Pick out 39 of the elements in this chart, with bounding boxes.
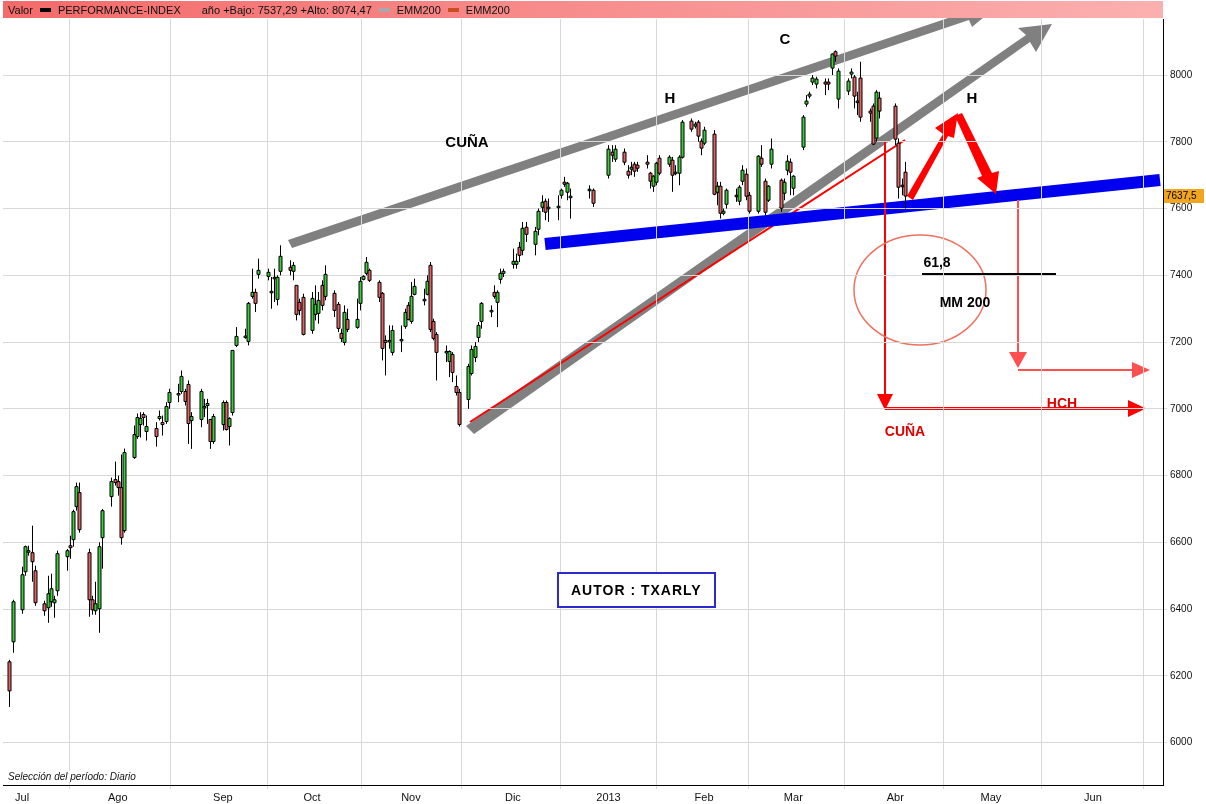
y-tick-label: 7800	[1170, 135, 1193, 147]
x-tick-label: Sep	[213, 790, 233, 803]
x-tick-label: Jun	[1084, 790, 1102, 803]
x-tick-label: Jul	[15, 790, 30, 803]
y-tick-label: 6400	[1170, 602, 1193, 614]
annotation: CUÑA	[445, 132, 489, 150]
y-tick-label: 7400	[1170, 269, 1193, 281]
annotation: H	[966, 88, 978, 106]
y-tick-label: 7000	[1170, 402, 1193, 414]
text: 7637,5	[1166, 189, 1198, 201]
annotation: H	[664, 88, 676, 106]
y-tick-label: 6000	[1170, 736, 1193, 748]
text: PERFORMANCE-INDEX	[57, 3, 181, 16]
annotation: HCH	[1046, 395, 1078, 411]
annotation: Selección del período: Diario	[8, 771, 136, 782]
y-tick-label: 8000	[1170, 68, 1193, 80]
y-tick-label: 6600	[1170, 536, 1193, 548]
annotation: AUTOR : TXARLY	[557, 572, 716, 608]
x-tick-label: Feb	[694, 790, 714, 803]
annotation: MM 200	[939, 294, 991, 310]
y-tick-label: 7200	[1170, 335, 1193, 347]
x-tick-label: May	[980, 790, 1002, 803]
text: EMM200	[465, 3, 510, 16]
annotation: 61,8	[923, 254, 951, 270]
x-tick-label: 2013	[596, 790, 621, 803]
annotation: CUÑA	[884, 423, 926, 439]
x-tick-label: Dic	[504, 790, 522, 803]
text: año +Bajo: 7537,29 +Alto: 8074,47	[201, 3, 372, 16]
x-tick-label: Abr	[886, 790, 905, 803]
y-tick-label: 6800	[1170, 469, 1193, 481]
annotation: C	[779, 29, 791, 47]
text: Valor	[8, 3, 33, 16]
text: EMM200	[396, 3, 441, 16]
y-tick-label: 7600	[1170, 202, 1193, 214]
x-tick-label: Oct	[303, 790, 321, 803]
y-tick-label: 6200	[1170, 669, 1193, 681]
x-tick-label: Mar	[783, 790, 804, 803]
x-tick-label: Ago	[107, 790, 128, 803]
x-tick-label: Nov	[401, 790, 422, 803]
